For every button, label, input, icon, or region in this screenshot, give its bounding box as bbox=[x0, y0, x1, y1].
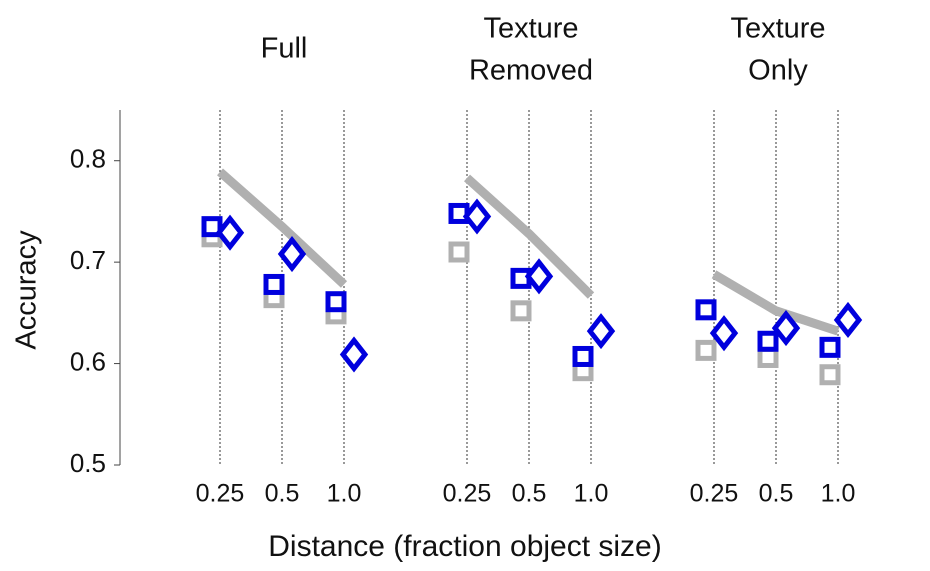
diamond-marker bbox=[215, 214, 245, 251]
diamond-marker bbox=[277, 235, 307, 273]
y-tick-label: 0.6 bbox=[70, 346, 106, 376]
y-axis-label: Accuracy bbox=[11, 230, 43, 350]
square-marker bbox=[695, 339, 717, 361]
square-marker bbox=[757, 346, 779, 368]
panel-title: Full bbox=[261, 33, 308, 65]
square-marker bbox=[510, 300, 532, 322]
panel-title: Only bbox=[748, 55, 808, 87]
diamond-marker bbox=[524, 258, 554, 295]
x-tick-label: 1.0 bbox=[327, 480, 362, 508]
y-tick-label: 0.8 bbox=[70, 144, 106, 174]
square-marker bbox=[819, 336, 841, 358]
panel-title: Texture bbox=[730, 13, 825, 45]
y-tick-label: 0.5 bbox=[70, 448, 106, 478]
diamond-marker bbox=[586, 313, 616, 350]
diamond-marker bbox=[462, 198, 492, 235]
panel-title: Texture bbox=[483, 13, 578, 45]
x-tick-label: 0.5 bbox=[265, 480, 300, 508]
diamond-marker bbox=[709, 315, 739, 352]
x-tick-label: 1.0 bbox=[574, 480, 609, 508]
square-marker bbox=[201, 216, 223, 238]
diamond-marker bbox=[339, 336, 369, 373]
x-tick-label: 0.5 bbox=[512, 480, 547, 508]
panel-title: Removed bbox=[469, 55, 593, 87]
square-marker bbox=[448, 241, 470, 263]
diamond-marker bbox=[833, 301, 863, 339]
trend-line bbox=[711, 270, 840, 336]
square-marker bbox=[757, 330, 779, 352]
x-axis-label: Distance (fraction object size) bbox=[268, 530, 662, 563]
x-tick-label: 1.0 bbox=[821, 480, 856, 508]
square-marker bbox=[448, 202, 470, 224]
y-tick-label: 0.7 bbox=[70, 245, 106, 275]
x-tick-label: 0.25 bbox=[196, 480, 245, 508]
square-marker bbox=[263, 273, 285, 295]
square-marker bbox=[572, 345, 594, 367]
x-tick-label: 0.25 bbox=[443, 480, 492, 508]
square-marker bbox=[695, 299, 717, 321]
square-marker bbox=[325, 291, 347, 313]
diamond-marker bbox=[771, 310, 801, 347]
x-tick-label: 0.25 bbox=[690, 480, 739, 508]
x-tick-label: 0.5 bbox=[759, 480, 794, 508]
square-marker bbox=[819, 364, 841, 386]
trend-line bbox=[463, 174, 595, 299]
trend-line bbox=[217, 168, 348, 288]
